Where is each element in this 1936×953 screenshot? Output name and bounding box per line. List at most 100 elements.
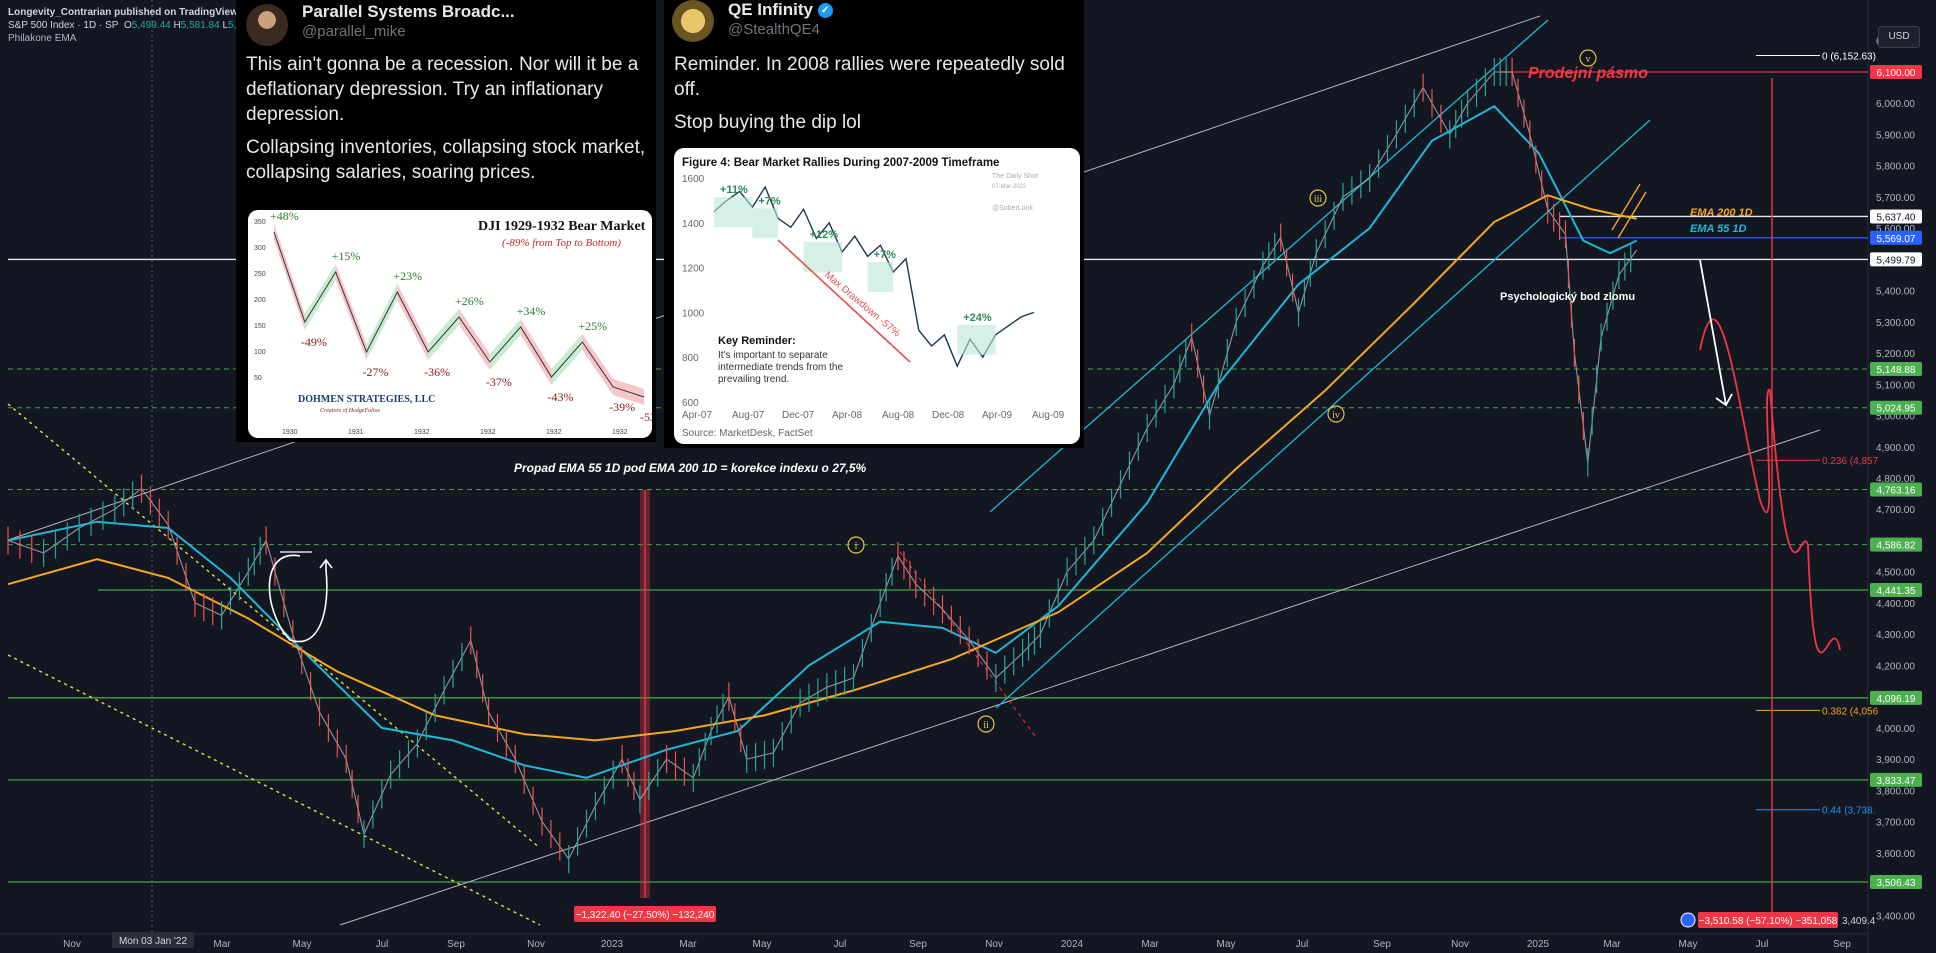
- wave-marker: [977, 715, 995, 733]
- orange-channel: [1611, 183, 1647, 239]
- bear-rallies-chart: Figure 4: Bear Market Rallies During 200…: [682, 157, 1065, 439]
- high-value: 5,581.84: [180, 20, 220, 31]
- inset-move-label: +34%: [517, 304, 546, 318]
- flag-icon: [1680, 912, 1696, 928]
- tweet-card-1[interactable]: Parallel Systems Broadc... @parallel_mik…: [236, 0, 656, 442]
- wave-label: iii: [1314, 194, 1323, 205]
- price-tick-label: 5,100.00: [1876, 380, 1915, 391]
- level-price-label: 4,763.16: [1877, 486, 1916, 497]
- inset-y-tick: 150: [254, 323, 266, 330]
- level-price-badge: [1870, 772, 1922, 787]
- price-series-line: [7, 71, 1638, 861]
- tweet-paragraph: Collapsing inventories, collapsing stock…: [246, 137, 646, 183]
- wave-label: v: [1586, 54, 1591, 65]
- price-tick-label: 5,900.00: [1876, 130, 1915, 141]
- inset-y-tick: 1400: [682, 219, 705, 230]
- inset-reminder-text: It's important to separate: [718, 350, 828, 361]
- time-tick-label: Nov: [527, 939, 545, 950]
- trend-line: [7, 654, 541, 926]
- inset-x-tick: 1932: [546, 429, 562, 436]
- inset-price-line: [273, 231, 645, 398]
- fib-level-label: 0 (6,152.63): [1822, 52, 1876, 63]
- inset-move-label: +26%: [455, 294, 484, 308]
- tweet-card-2[interactable]: QE Infinity ✓ @StealthQE4 Reminder. In 2…: [664, 0, 1084, 448]
- tweet-paragraph: This ain't gonna be a recession. Nor wil…: [246, 54, 639, 125]
- tweet-author-handle[interactable]: @parallel_mike: [302, 23, 406, 40]
- price-tick-label: 4,700.00: [1876, 505, 1915, 516]
- level-price-label: 5,148.88: [1877, 365, 1916, 376]
- time-tick-label: Sep: [447, 939, 465, 950]
- wave-label: i: [855, 541, 858, 552]
- time-tick-label: 2023: [601, 939, 624, 950]
- inset-rally-label: +7%: [874, 249, 897, 261]
- inset-x-tick: 1932: [612, 429, 628, 436]
- inset-rally-band: [867, 262, 894, 293]
- time-tick-label: Mar: [1141, 939, 1159, 950]
- inset-move-label: +23%: [393, 269, 422, 283]
- level-price-badge: [1870, 690, 1922, 705]
- measure-label: −1,322.40 (−27.50%) −132,240: [576, 910, 715, 921]
- inset-move-label: +48%: [270, 210, 299, 223]
- inset-y-tick: 800: [682, 353, 699, 364]
- inset-y-tick: 200: [254, 297, 266, 304]
- currency-button[interactable]: USD: [1878, 26, 1920, 48]
- inset-rally-band: [714, 197, 753, 228]
- inset-move-label: +25%: [578, 319, 607, 333]
- high-label: H: [173, 20, 181, 31]
- fib-level-label: 0.236 (4,857: [1822, 456, 1879, 467]
- time-tick-label: Sep: [1373, 939, 1391, 950]
- measure-label-box: [574, 906, 716, 922]
- inset-logo: DOHMEN STRATEGIES, LLC: [298, 394, 435, 405]
- level-price-badge: [1870, 400, 1922, 415]
- inset-logo-tag: Creators of HedgeFolios: [320, 407, 380, 414]
- time-tick-label: Jul: [834, 939, 847, 950]
- price-axis: [1868, 0, 1936, 953]
- time-tick-label: Sep: [909, 939, 927, 950]
- inset-reminder-title: Key Reminder:: [718, 335, 796, 347]
- inset-y-tick: 350: [254, 219, 266, 226]
- inset-source: Source: MarketDesk, FactSet: [682, 428, 813, 439]
- trend-line: [339, 429, 1821, 926]
- price-tick-label: 6,000.00: [1876, 99, 1915, 110]
- level-price-label: 5,499.79: [1877, 255, 1916, 266]
- time-tick-label: Nov: [63, 939, 81, 950]
- tweet-inset-chart[interactable]: DJI 1929-1932 Bear Market (-89% from Top …: [248, 210, 652, 438]
- level-price-label: 4,586.82: [1877, 541, 1916, 552]
- time-tick-label: May: [1679, 939, 1698, 950]
- time-tick-label: 2025: [1527, 939, 1550, 950]
- price-tick-label: 5,600.00: [1876, 224, 1915, 235]
- open-value: 5,499.44: [131, 20, 171, 31]
- time-tick-label: May: [1217, 939, 1236, 950]
- level-price-label: 6,100.00: [1877, 68, 1916, 79]
- time-tick-label: Nov: [985, 939, 1003, 950]
- tweet-inset-chart[interactable]: Figure 4: Bear Market Rallies During 200…: [674, 148, 1080, 444]
- trend-line: [995, 119, 1651, 709]
- low-value: 5,: [228, 20, 237, 31]
- avatar[interactable]: [672, 0, 714, 42]
- level-price-badge: [1870, 362, 1922, 377]
- inset-x-tick: Apr-09: [982, 410, 1012, 421]
- tweet-body: Reminder. In 2008 rallies were repeatedl…: [674, 52, 1074, 143]
- level-price-badge: [1870, 482, 1922, 497]
- wave-marker: [1309, 189, 1327, 207]
- inset-x-tick: Dec-08: [932, 410, 965, 421]
- inset-move-label: -39%: [609, 400, 635, 414]
- time-tick-label: May: [293, 939, 312, 950]
- time-tick-label: Sep: [1833, 939, 1851, 950]
- low-label: L: [222, 20, 229, 31]
- tweet-author-name[interactable]: QE Infinity ✓: [728, 0, 833, 20]
- inset-rally-label: +7%: [758, 195, 781, 207]
- price-tick-label: 3,600.00: [1876, 849, 1915, 860]
- wave-label: iv: [1332, 410, 1340, 421]
- tweet-author-name[interactable]: Parallel Systems Broadc...: [302, 2, 515, 21]
- tweet-paragraph: Reminder. In 2008 rallies were repeatedl…: [674, 54, 1065, 100]
- inset-x-tick: 1930: [282, 429, 298, 436]
- avatar[interactable]: [246, 4, 288, 46]
- publisher-label: Longevity_Contrarian published on Tradin…: [8, 7, 264, 18]
- level-price-badge: [1870, 583, 1922, 598]
- tweet-paragraph: Stop buying the dip lol: [674, 112, 861, 133]
- psych-break-label: Psychologický bod zlomu: [1500, 291, 1635, 303]
- tweet-author-handle[interactable]: @StealthQE4: [728, 21, 820, 38]
- price-tick-label: 5,300.00: [1876, 318, 1915, 329]
